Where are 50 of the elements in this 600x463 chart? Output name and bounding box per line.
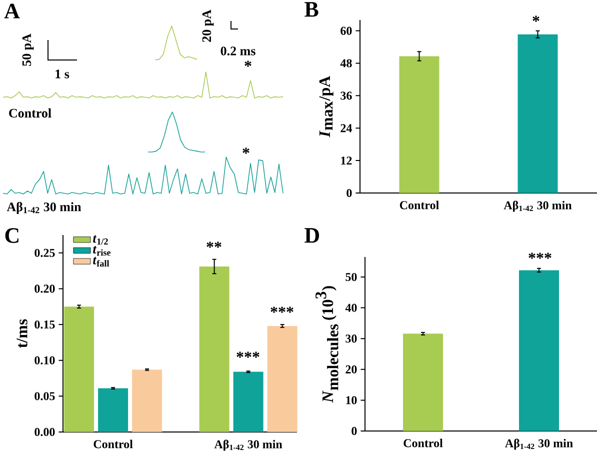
bar bbox=[199, 266, 230, 432]
text: 20 pA bbox=[202, 10, 214, 42]
legend-label: t$_{1/2}$ bbox=[93, 235, 108, 245]
y-tick-label: 48 bbox=[340, 59, 352, 68]
y-tick-label: 40 bbox=[345, 304, 357, 312]
legend-label: t$_{rise}$ bbox=[93, 246, 111, 256]
text: * bbox=[244, 60, 252, 67]
bar bbox=[98, 388, 128, 432]
y-tick-label: 20 bbox=[346, 365, 357, 374]
y-axis-title: $\textbf{\textit{N}}_{\textbf{molecules}}\,\textbf{(10}^{\textbf{3}}\textbf{)}$ bbox=[316, 286, 338, 403]
x-tick-label: Aβ$_{1-42}$ 30 min bbox=[505, 438, 573, 450]
text: Control bbox=[9, 108, 52, 118]
y-tick-label: 24 bbox=[340, 124, 352, 132]
annotation: *** bbox=[236, 352, 260, 358]
y-tick-label: 0.20 bbox=[34, 284, 55, 293]
bar bbox=[267, 326, 298, 432]
text: 50 pA bbox=[22, 34, 34, 66]
text: A bbox=[4, 4, 20, 18]
y-tick-label: 0.10 bbox=[34, 356, 55, 364]
y-tick-label: 0.00 bbox=[34, 428, 55, 436]
annotation: *** bbox=[270, 306, 294, 313]
text: 0.2 ms bbox=[220, 46, 256, 56]
bar bbox=[233, 372, 264, 432]
annotation: ** bbox=[206, 242, 222, 248]
text: * bbox=[242, 148, 250, 154]
y-tick-label: 0.25 bbox=[34, 248, 55, 257]
y-tick-label: 0 bbox=[346, 188, 352, 198]
chart-title: C bbox=[5, 228, 18, 243]
bar bbox=[64, 306, 94, 432]
y-tick-label: 30 bbox=[346, 334, 357, 343]
y-tick-label: 10 bbox=[346, 396, 357, 404]
y-tick-label: 0.15 bbox=[34, 320, 55, 329]
annotation: * bbox=[532, 16, 540, 22]
chart-title: D bbox=[304, 228, 320, 243]
y-tick-label: 50 bbox=[346, 272, 357, 282]
x-tick-label: Aβ$_{1-42}$ 30 min bbox=[214, 440, 282, 451]
annotation: *** bbox=[528, 252, 552, 259]
bar bbox=[132, 370, 162, 432]
y-tick-label: 0.05 bbox=[34, 392, 55, 400]
y-axis-title: $\textbf{\textit{I}}_{\textbf{max}}\textbf{/pA}$ bbox=[319, 76, 334, 138]
y-tick-label: 12 bbox=[341, 156, 352, 165]
x-tick-label: Control bbox=[94, 440, 133, 448]
annotation: 1 s bbox=[56, 70, 70, 78]
y-tick-label: 0 bbox=[352, 426, 357, 436]
y-tick-label: 36 bbox=[340, 92, 352, 100]
x-tick-label: Control bbox=[404, 438, 443, 448]
y-tick-label: 60 bbox=[340, 26, 352, 35]
chart-title: B bbox=[304, 2, 318, 17]
legend-label: t$_{fall}$ bbox=[93, 256, 110, 267]
y-axis-title: $\textbf{t/ms}$ bbox=[16, 319, 28, 348]
